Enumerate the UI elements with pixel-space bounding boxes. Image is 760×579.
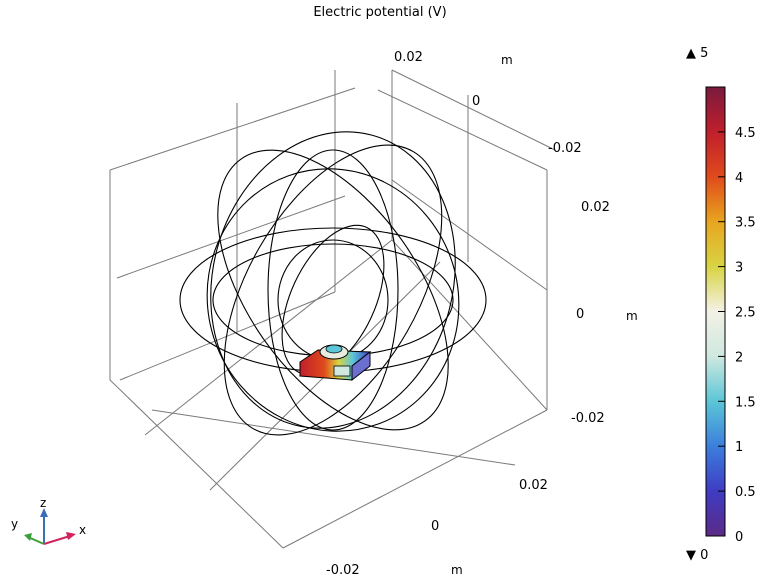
colorbar-tick-label: 3.5: [735, 216, 756, 231]
triad-z-label: z: [40, 496, 46, 510]
colorbar-min-label: ▼ 0: [686, 548, 708, 563]
unit-right: m: [626, 309, 638, 323]
tick-top-zero: 0: [472, 94, 480, 109]
tick-top-neg: -0.02: [548, 141, 582, 156]
tick-bottom-zero: 0: [431, 519, 439, 534]
tick-bottom-neg: -0.02: [326, 563, 360, 578]
colorbar-tick-label: 2: [735, 350, 743, 365]
colorbar-tick-label: 4: [735, 171, 743, 186]
plot-title: Electric potential (V): [313, 5, 447, 20]
coil-outlines: [179, 131, 487, 436]
colorbar-tick-label: 1: [735, 440, 743, 455]
axis-triad: z x y: [11, 496, 86, 545]
colorbar-tick-label: 4.5: [735, 126, 756, 141]
triad-x-label: x: [79, 523, 86, 537]
axis-tick-labels: 0.02 0 -0.02 m 0.02 0 -0.02 m 0.02 0 -0.…: [326, 50, 638, 578]
tick-right-pos: 0.02: [581, 200, 610, 215]
colorbar-tick-label: 3: [735, 261, 743, 276]
tick-right-neg: -0.02: [571, 411, 605, 426]
triad-y-label: y: [11, 517, 18, 531]
tick-bottom-pos: 0.02: [519, 478, 548, 493]
colorbar-tick-label: 0: [735, 530, 743, 545]
colorbar-tick-label: 2.5: [735, 306, 756, 321]
colorbar-max-label: ▲ 5: [686, 46, 708, 61]
tick-top-pos: 0.02: [394, 50, 423, 65]
unit-bottom: m: [451, 563, 463, 577]
axis-grid: [109, 69, 556, 549]
colorbar: 4.5 4 3.5 3 2.5 2 1.5 1 0.5 0 ▲ 5 ▼ 0: [686, 46, 756, 563]
unit-top: m: [501, 53, 513, 67]
triad-x-arrow: [43, 535, 71, 545]
colorbar-tick-label: 1.5: [735, 395, 756, 410]
colorbar-ticks: 4.5 4 3.5 3 2.5 2 1.5 1 0.5 0: [718, 126, 756, 545]
colorbar-tick-label: 0.5: [735, 485, 756, 500]
device-heatmap: [299, 344, 372, 382]
tick-right-zero: 0: [576, 307, 584, 322]
